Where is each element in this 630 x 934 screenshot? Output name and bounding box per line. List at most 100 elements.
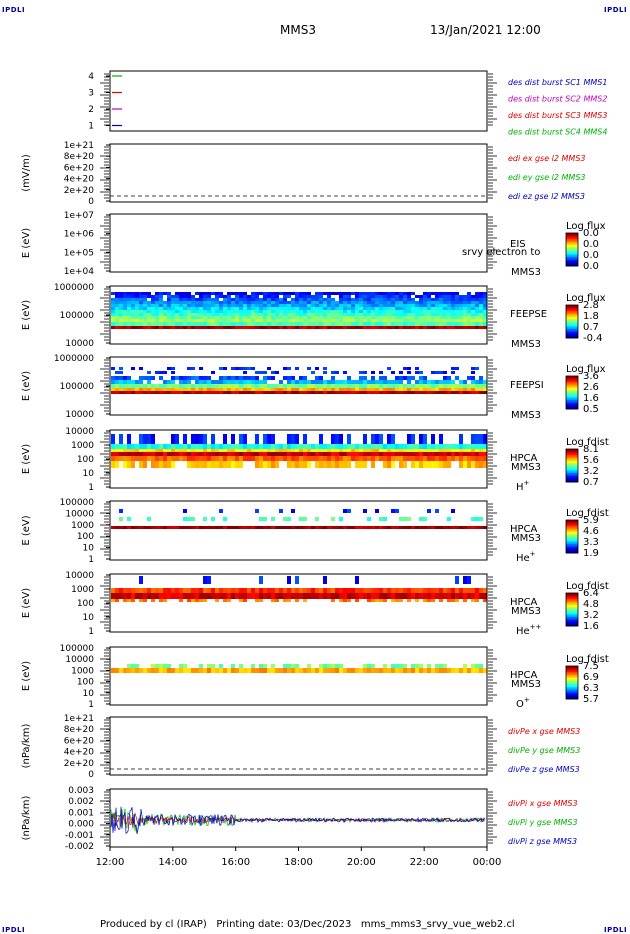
heatmap-cell xyxy=(363,668,367,673)
spacecraft-label: MMS3 xyxy=(511,410,541,421)
heatmap-cell xyxy=(355,461,359,468)
heatmap-cell xyxy=(255,384,259,388)
heatmap-cell xyxy=(191,452,195,456)
heatmap-cell xyxy=(411,326,415,329)
heatmap-cell xyxy=(423,588,427,593)
heatmap-cell xyxy=(227,384,231,388)
y-tick-label: 4 xyxy=(88,72,94,82)
heatmap-cell xyxy=(319,380,323,384)
heatmap-cell xyxy=(475,593,479,599)
heatmap-cell xyxy=(111,452,115,456)
heatmap-cell xyxy=(287,307,291,310)
heatmap-cell xyxy=(167,452,171,456)
heatmap-cell xyxy=(119,310,123,313)
heatmap-cell xyxy=(311,304,315,307)
heatmap-cell xyxy=(275,384,279,388)
heatmap-cell xyxy=(439,310,443,313)
heatmap-cell xyxy=(187,593,191,599)
heatmap-cell xyxy=(379,301,383,304)
heatmap-cell xyxy=(243,384,247,388)
legend-entry: des dist burst SC4 MMS4 xyxy=(508,128,607,137)
colorbar-cell xyxy=(566,599,578,601)
heatmap-cell xyxy=(299,313,303,316)
heatmap-cell xyxy=(163,452,167,456)
heatmap-cell xyxy=(235,316,239,319)
heatmap-cell xyxy=(371,456,375,461)
heatmap-cell xyxy=(215,316,219,319)
heatmap-cell xyxy=(311,307,315,310)
species-label: He++ xyxy=(516,623,542,637)
heatmap-cell xyxy=(379,388,383,391)
heatmap-cell xyxy=(283,295,287,298)
heatmap-cell xyxy=(111,593,115,599)
heatmap-cell xyxy=(447,599,451,602)
heatmap-cell xyxy=(319,388,323,391)
heatmap-cell xyxy=(371,319,375,322)
heatmap-cell xyxy=(387,444,391,449)
heatmap-cell xyxy=(323,444,327,449)
heatmap-cell xyxy=(175,384,179,388)
heatmap-cell xyxy=(159,526,163,529)
heatmap-cell xyxy=(267,588,271,593)
heatmap-cell xyxy=(259,304,263,307)
heatmap-cell xyxy=(191,526,195,529)
heatmap-cell xyxy=(407,292,411,295)
heatmap-cell xyxy=(215,304,219,307)
heatmap-cell xyxy=(475,310,479,313)
heatmap-cell xyxy=(295,668,299,673)
heatmap-cell xyxy=(379,307,383,310)
heatmap-cell xyxy=(291,376,295,380)
heatmap-cell xyxy=(483,456,487,461)
heatmap-cell xyxy=(119,388,123,391)
heatmap-cell xyxy=(255,456,259,461)
heatmap-cell xyxy=(263,313,267,316)
heatmap-cell xyxy=(287,517,291,521)
colorbar-cell xyxy=(566,400,578,402)
heatmap-cell xyxy=(199,367,203,370)
heatmap-cell xyxy=(363,319,367,322)
heatmap-cell xyxy=(215,588,219,593)
heatmap-cell xyxy=(439,461,443,468)
heatmap-cell xyxy=(211,456,215,461)
heatmap-cell xyxy=(251,452,255,456)
heatmap-cell xyxy=(427,668,431,673)
heatmap-cell xyxy=(463,526,467,529)
heatmap-cell xyxy=(391,326,395,329)
heatmap-cell xyxy=(343,298,347,301)
heatmap-cell xyxy=(263,295,267,298)
heatmap-cell xyxy=(399,380,403,384)
heatmap-cell xyxy=(131,668,135,673)
heatmap-cell xyxy=(359,316,363,319)
heatmap-cell xyxy=(183,376,187,380)
heatmap-cell xyxy=(155,371,159,374)
heatmap-cell xyxy=(223,391,227,394)
heatmap-cell xyxy=(435,298,439,301)
heatmap-cell xyxy=(307,298,311,301)
heatmap-cell xyxy=(319,295,323,298)
heatmap-cell xyxy=(275,371,279,374)
heatmap-cell xyxy=(295,367,299,370)
heatmap-cell xyxy=(303,461,307,468)
heatmap-cell xyxy=(151,593,155,599)
heatmap-cell xyxy=(323,292,327,295)
heatmap-cell xyxy=(179,593,183,599)
heatmap-cell xyxy=(251,367,255,370)
heatmap-cell xyxy=(279,526,283,529)
heatmap-cell xyxy=(179,295,183,298)
heatmap-cell xyxy=(287,295,291,298)
heatmap-cell xyxy=(411,593,415,599)
heatmap-cell xyxy=(371,304,375,307)
heatmap-cell xyxy=(431,593,435,599)
heatmap-cell xyxy=(247,310,251,313)
heatmap-cell xyxy=(259,456,263,461)
heatmap-cell xyxy=(211,316,215,319)
heatmap-cell xyxy=(215,593,219,599)
heatmap-cell xyxy=(167,593,171,599)
heatmap-cell xyxy=(387,434,391,444)
heatmap-cell xyxy=(127,304,131,307)
heatmap-cell xyxy=(111,313,115,316)
heatmap-cell xyxy=(123,295,127,298)
heatmap-cell xyxy=(267,292,271,295)
